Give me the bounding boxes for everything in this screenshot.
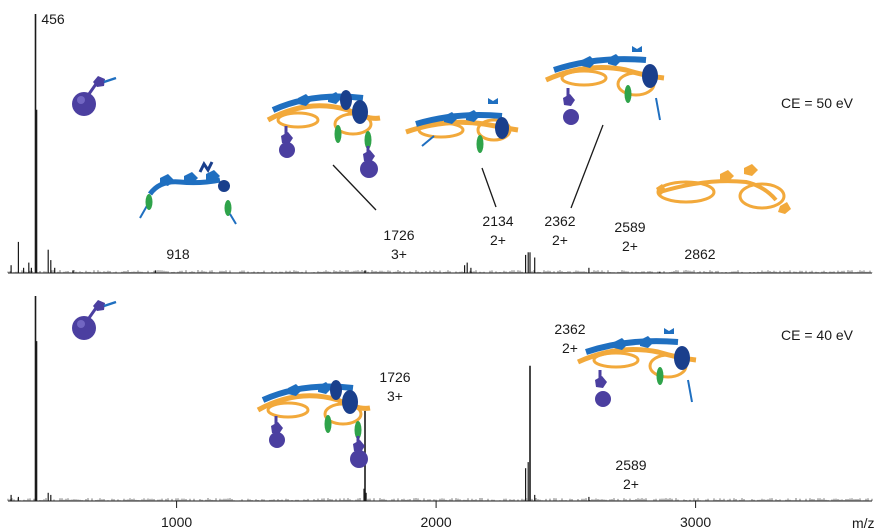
cap-molecule-graphic-bottom (72, 300, 117, 340)
top-peaks (10, 14, 661, 273)
x-tick-label-1000: 1000 (161, 514, 192, 530)
cage-2plus-capped-graphic-bottom (576, 328, 697, 407)
top-spectrum-panel: 456 918 1726 3+ 2134 2+ 2362 2+ 2589 2+ … (7, 11, 873, 274)
cage-3plus-graphic-bottom (256, 380, 371, 468)
label-2862: 2862 (684, 246, 715, 262)
bottom-ticks: 1000 2000 3000 (161, 501, 711, 530)
bottom-noise-path (7, 498, 873, 501)
label-1726-mz: 1726 (383, 227, 414, 243)
bottom-noise-trace (7, 498, 873, 501)
bottom-spectrum-panel: 1000 2000 3000 1726 3+ 2362 2+ 2589 2+ CE … (7, 296, 875, 531)
ligand-fragment-graphic (139, 161, 237, 225)
cap-molecule-graphic (72, 76, 117, 116)
label-2362-charge: 2+ (552, 232, 568, 248)
x-tick-label-2000: 2000 (421, 514, 452, 530)
top-noise-trace (7, 270, 873, 273)
pointer-line-2362 (570, 124, 604, 209)
label-2589-mz: 2589 (614, 219, 645, 235)
pointer-line-2134 (481, 167, 497, 208)
orange-ligand-graphic (656, 164, 791, 214)
bottom-condition-label: CE = 40 eV (781, 327, 854, 343)
label-918: 918 (166, 246, 190, 262)
label-2134-mz: 2134 (482, 213, 513, 229)
label-2134-charge: 2+ (490, 232, 506, 248)
cage-3plus-graphic (266, 90, 381, 178)
x-axis-label: m/z (852, 515, 875, 531)
cage-2plus-graphic (405, 98, 519, 153)
label-2362-mz: 2362 (544, 213, 575, 229)
label-456: 456 (41, 11, 65, 27)
label-1726-mz-bottom: 1726 (379, 369, 410, 385)
label-2362-mz-bottom: 2362 (554, 321, 585, 337)
label-1726-charge: 3+ (391, 246, 407, 262)
label-1726-charge-bottom: 3+ (387, 388, 403, 404)
top-peak-labels: 456 918 1726 3+ 2134 2+ 2362 2+ 2589 2+ … (41, 11, 715, 262)
label-2589-charge: 2+ (622, 238, 638, 254)
label-2362-charge-bottom: 2+ (562, 340, 578, 356)
top-condition-label: CE = 50 eV (781, 95, 854, 111)
pointer-line-1726 (332, 164, 377, 211)
label-2589-charge-bottom: 2+ (623, 476, 639, 492)
cage-2plus-capped-graphic (544, 46, 665, 125)
x-tick-label-3000: 3000 (680, 514, 711, 530)
label-2589-mz-bottom: 2589 (615, 457, 646, 473)
top-noise-path (7, 270, 873, 273)
bottom-peak-labels: 1726 3+ 2362 2+ 2589 2+ (379, 321, 646, 492)
